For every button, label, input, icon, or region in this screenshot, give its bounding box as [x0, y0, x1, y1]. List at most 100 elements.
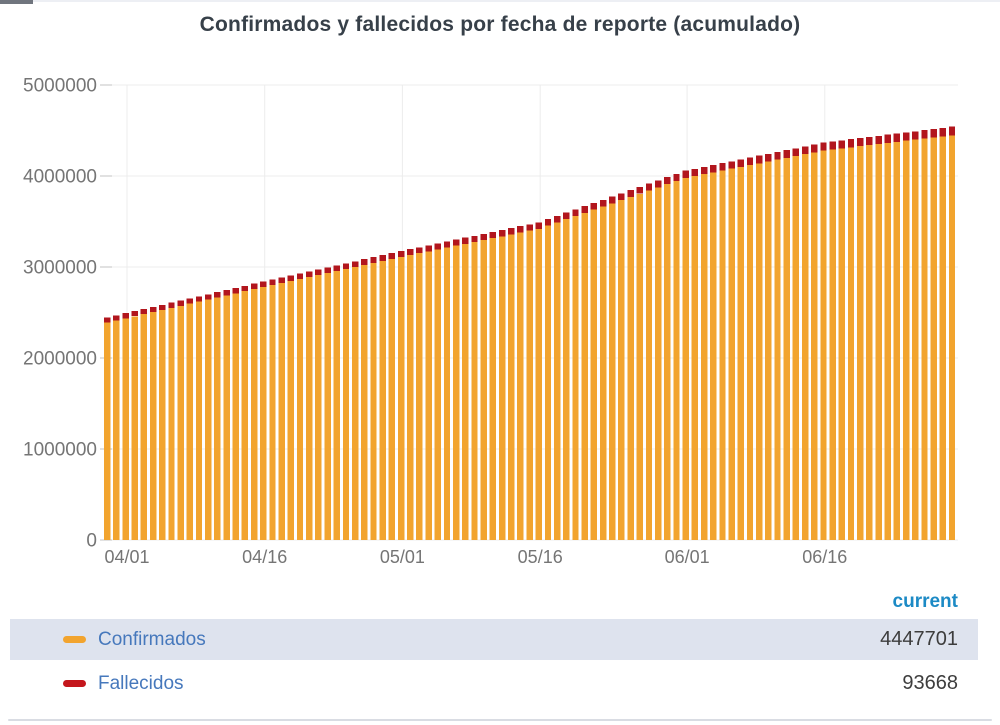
bar: [177, 305, 184, 540]
bar: [260, 287, 267, 540]
bar: [333, 271, 340, 540]
bar: [296, 279, 304, 540]
bar: [104, 322, 111, 540]
bar-cap: [590, 202, 598, 210]
bar: [278, 283, 285, 540]
bar: [792, 155, 800, 541]
bar-cap: [691, 168, 699, 176]
bar-cap: [801, 146, 809, 155]
bar: [801, 154, 809, 540]
x-axis-label: 05/01: [380, 547, 425, 567]
bar: [599, 206, 607, 541]
bar-cap: [829, 141, 836, 150]
bar: [351, 267, 359, 540]
bar-cap: [847, 139, 855, 148]
bar: [563, 219, 570, 541]
bar: [205, 299, 212, 540]
bar-cap: [921, 130, 928, 139]
bar: [195, 301, 203, 540]
bar-cap: [755, 155, 763, 164]
bar-cap: [783, 150, 790, 158]
y-axis-label: 4000000: [23, 167, 97, 188]
bar-cap: [434, 243, 441, 250]
bar-cap: [397, 251, 405, 257]
bar-cap: [462, 237, 469, 244]
bar: [535, 228, 542, 540]
bar-cap: [654, 180, 662, 188]
bar: [250, 289, 258, 540]
bar-cap: [195, 296, 203, 302]
bar: [774, 159, 781, 540]
bar: [664, 184, 671, 540]
bar-cap: [113, 315, 120, 321]
bar: [856, 146, 864, 540]
bar: [471, 241, 478, 540]
bar: [370, 263, 377, 540]
bar-cap: [315, 269, 322, 276]
legend-label-fallecidos: Fallecidos: [98, 672, 184, 694]
y-axis-label: 3000000: [23, 258, 97, 279]
bar-cap: [333, 265, 340, 271]
bar: [682, 177, 689, 540]
bar-cap: [287, 275, 295, 282]
bar-cap: [104, 317, 111, 323]
x-axis-label: 05/16: [518, 547, 563, 567]
bar-cap: [452, 239, 460, 246]
bar-cap: [159, 304, 166, 310]
top-left-corner-fragment: [0, 0, 33, 4]
bar-cap: [269, 279, 276, 286]
bar: [884, 142, 891, 540]
bar-cap: [260, 281, 267, 288]
top-border: [0, 0, 1000, 2]
x-axis-label: 06/01: [665, 547, 710, 567]
bar: [379, 260, 386, 540]
bar-cap: [728, 161, 735, 169]
bar: [508, 234, 515, 541]
bar-cap: [664, 177, 671, 185]
bar-cap: [205, 294, 212, 300]
bar: [847, 147, 855, 540]
x-axis-label: 06/16: [802, 547, 847, 567]
bar: [921, 138, 928, 540]
bar-cap: [278, 277, 285, 284]
bar: [361, 265, 368, 540]
bar: [618, 200, 625, 540]
bar-cap: [746, 157, 754, 166]
bar: [829, 149, 836, 540]
bar-cap: [379, 255, 386, 261]
bar: [526, 230, 533, 540]
legend-row-confirmados[interactable]: Confirmados 4447701: [10, 619, 978, 660]
bar-cap: [838, 140, 846, 149]
bar: [645, 190, 653, 540]
chart-canvas[interactable]: 0 1000000 2000000 3000000 4000000 5000000 04/0…: [0, 0, 1000, 585]
bar-cap: [856, 138, 864, 147]
bar-cap: [930, 129, 937, 138]
bar: [416, 253, 423, 541]
legend-value-confirmados: 4447701: [880, 628, 958, 650]
bar: [866, 145, 873, 540]
bar: [140, 314, 148, 540]
y-axis-label: 0: [86, 531, 97, 552]
bar-cap: [214, 292, 221, 298]
bar: [113, 320, 120, 540]
bar: [609, 203, 616, 541]
legend: current Confirmados 4447701 Fallecidos 9…: [0, 585, 1000, 715]
bar-cap: [168, 302, 175, 308]
bar-cap: [618, 193, 625, 201]
bar: [728, 168, 735, 540]
bar: [186, 303, 194, 540]
bar-cap: [443, 241, 451, 248]
bar-cap: [563, 212, 570, 220]
bar-cap: [342, 263, 350, 269]
bar-cap: [902, 132, 910, 141]
bar: [581, 212, 588, 541]
bar-cap: [544, 219, 552, 226]
bar: [700, 174, 708, 540]
bar-cap: [912, 131, 919, 140]
bar: [388, 258, 396, 540]
bar-cap: [186, 298, 194, 304]
bar-cap: [893, 133, 901, 142]
legend-row-fallecidos[interactable]: Fallecidos 93668: [10, 663, 978, 704]
x-axis-label: 04/16: [242, 547, 287, 567]
y-axis-label: 2000000: [23, 349, 97, 370]
